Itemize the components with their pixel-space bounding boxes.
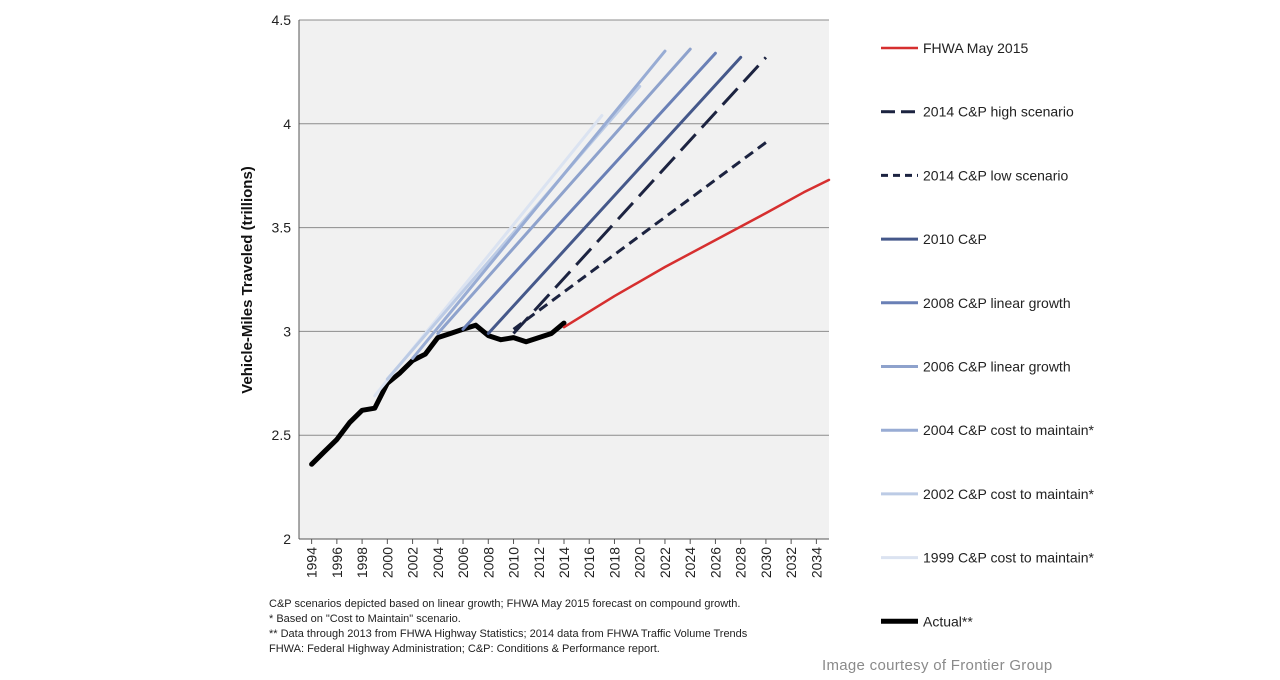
y-tick-label: 4 xyxy=(283,116,291,132)
x-tick-label: 2024 xyxy=(682,547,698,578)
x-tick-label: 2028 xyxy=(733,547,749,578)
series-lines xyxy=(309,47,831,467)
legend-label: 2014 C&P low scenario xyxy=(923,167,1068,183)
x-tick-label: 2034 xyxy=(808,547,824,578)
series-line xyxy=(512,141,767,331)
x-tick-label: 2012 xyxy=(531,547,547,578)
legend-label: 2008 C&P linear growth xyxy=(923,295,1071,311)
x-tick-label: 2000 xyxy=(379,547,395,578)
x-tick-label: 2022 xyxy=(657,547,673,578)
note-line: ** Data through 2013 from FHWA Highway S… xyxy=(269,628,748,640)
x-tick-label: 2020 xyxy=(632,547,648,578)
legend-label: 2004 C&P cost to maintain* xyxy=(923,422,1095,438)
x-tick-label: 2004 xyxy=(430,547,446,578)
series-line xyxy=(461,51,717,331)
note-line: C&P scenarios depicted based on linear g… xyxy=(269,598,741,610)
legend-label: 2006 C&P linear growth xyxy=(923,359,1071,375)
series-line xyxy=(309,320,567,467)
x-tick-label: 1996 xyxy=(329,547,345,578)
y-tick-label: 2.5 xyxy=(272,427,292,443)
image-credit: Image courtesy of Frontier Group xyxy=(822,657,1053,674)
series-line xyxy=(436,47,692,335)
x-tick-label: 2032 xyxy=(783,547,799,578)
legend-label: 2002 C&P cost to maintain* xyxy=(923,486,1095,502)
x-tick-label: 2010 xyxy=(506,547,522,578)
legend-label: FHWA May 2015 xyxy=(923,40,1029,56)
x-tick-label: 2014 xyxy=(556,547,572,578)
legend: FHWA May 2015 2014 C&P high scenario 2014 … xyxy=(881,40,1095,629)
y-axis-label: Vehicle-Miles Traveled (trillions) xyxy=(239,166,256,394)
y-tick-label: 4.5 xyxy=(272,12,292,28)
legend-label: 2014 C&P high scenario xyxy=(923,104,1074,120)
x-tick-label: 2002 xyxy=(405,547,421,578)
x-tick-label: 2016 xyxy=(581,547,597,578)
note-line: * Based on "Cost to Maintain" scenario. xyxy=(269,613,461,625)
legend-label: 1999 C&P cost to maintain* xyxy=(923,550,1095,566)
x-tick-label: 2006 xyxy=(455,547,471,578)
series-line xyxy=(512,56,768,335)
y-tick-label: 3.5 xyxy=(272,220,292,236)
legend-label: 2010 C&P xyxy=(923,231,987,247)
y-tick-label: 3 xyxy=(283,323,291,339)
axes: 2 2.5 3 3.5 4 4.5 1994 1996 1998 2000 2002 2004 2006… xyxy=(272,12,829,578)
series-line xyxy=(486,55,743,335)
series-line xyxy=(411,49,667,360)
x-tick-label: 2026 xyxy=(707,547,723,578)
x-tick-label: 1994 xyxy=(304,547,320,578)
x-tick-label: 2030 xyxy=(758,547,774,578)
chart-notes: C&P scenarios depicted based on linear g… xyxy=(269,597,747,657)
x-tick-label: 2018 xyxy=(606,547,622,578)
note-line: FHWA: Federal Highway Administration; C&… xyxy=(269,643,660,655)
legend-label: Actual** xyxy=(923,613,973,629)
y-tick-label: 2 xyxy=(283,531,291,547)
x-tick-label: 2008 xyxy=(480,547,496,578)
x-tick-label: 1998 xyxy=(354,547,370,578)
series-line xyxy=(562,178,831,329)
